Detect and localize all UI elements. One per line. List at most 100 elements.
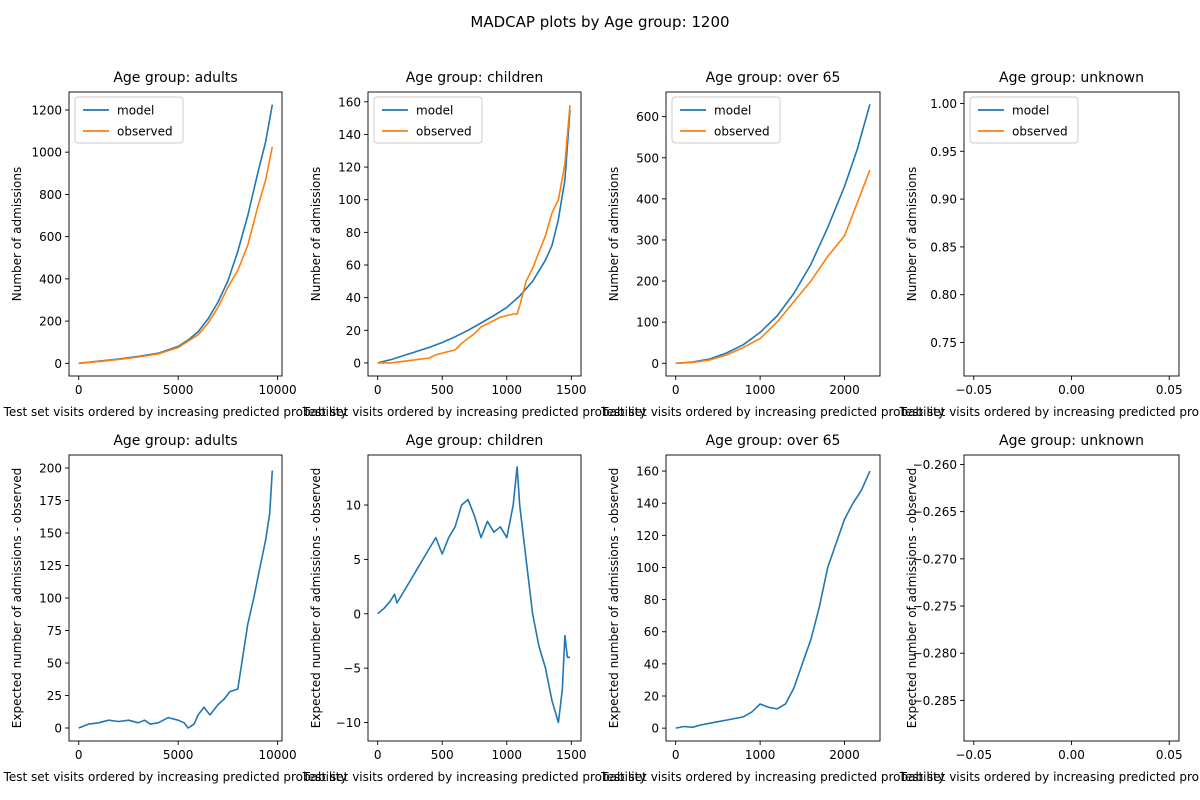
legend-label-observed: observed xyxy=(714,125,770,139)
y-tick-label: 60 xyxy=(346,259,361,273)
axes-frame xyxy=(367,91,582,377)
x-tick-label: 0 xyxy=(75,748,83,762)
x-tick-label: 1500 xyxy=(556,748,587,762)
x-axis-label: Test set visits ordered by increasing pr… xyxy=(3,405,348,419)
x-tick-label: 0.00 xyxy=(1058,748,1085,762)
y-tick-label: 0.75 xyxy=(930,336,957,350)
subplot-title: Age group: adults xyxy=(113,433,237,449)
series-line-observed xyxy=(78,146,274,365)
y-tick-label: 25 xyxy=(47,689,62,703)
y-tick-label: 0 xyxy=(54,357,62,371)
y-tick-label: 80 xyxy=(644,593,659,607)
y-tick-label: 100 xyxy=(39,592,62,606)
y-tick-label: 0.85 xyxy=(930,240,957,254)
x-tick-label: 0 xyxy=(672,748,680,762)
y-tick-label: 175 xyxy=(39,494,62,508)
y-tick-label: 100 xyxy=(338,193,361,207)
axes-frame xyxy=(665,454,881,742)
y-tick-label: 120 xyxy=(338,161,361,175)
subplot-title: Age group: over 65 xyxy=(706,70,841,86)
y-tick-label: −0.265 xyxy=(913,505,957,519)
x-tick-label: 1000 xyxy=(491,748,522,762)
y-tick-label: 40 xyxy=(346,291,361,305)
x-axis-label: Test set visits ordered by increasing pr… xyxy=(302,770,647,784)
y-tick-label: −0.285 xyxy=(913,694,957,708)
y-tick-label: 0 xyxy=(54,722,62,736)
axes-frame xyxy=(68,91,283,377)
y-tick-label: 800 xyxy=(39,188,62,202)
y-tick-label: 600 xyxy=(636,110,659,124)
series-lines xyxy=(675,470,871,729)
y-tick-label: 0 xyxy=(353,607,361,621)
y-tick-label: 400 xyxy=(636,192,659,206)
x-tick-label: 1000 xyxy=(745,383,776,397)
y-tick-label: 125 xyxy=(39,559,62,573)
subplot-title: Age group: adults xyxy=(113,70,237,86)
y-tick-label: 0.95 xyxy=(930,145,957,159)
y-axis-label: Expected number of admissions - observed xyxy=(607,468,621,728)
x-tick-label: 500 xyxy=(431,748,454,762)
x-tick-label: 1500 xyxy=(556,383,587,397)
x-tick-label: 0 xyxy=(374,748,382,762)
y-axis-label: Number of admissions xyxy=(607,167,621,301)
legend-label-observed: observed xyxy=(1012,125,1068,139)
y-tick-label: 160 xyxy=(338,95,361,109)
y-tick-label: 75 xyxy=(47,624,62,638)
legend-label-model: model xyxy=(416,104,453,118)
y-tick-label: 60 xyxy=(644,625,659,639)
series-lines xyxy=(78,470,274,729)
y-tick-label: 500 xyxy=(636,151,659,165)
subplot-3: 0 1000 2000 0 100 200 300 400 500 600 Age group: o… xyxy=(600,70,945,419)
series-line-model xyxy=(377,109,571,364)
legend-label-observed: observed xyxy=(416,125,472,139)
x-axis-label: Test set visits ordered by increasing pr… xyxy=(899,405,1200,419)
y-tick-label: 40 xyxy=(644,657,659,671)
series-line-observed xyxy=(675,169,871,365)
x-tick-label: 10000 xyxy=(259,383,297,397)
y-tick-label: 50 xyxy=(47,657,62,671)
series-lines xyxy=(377,105,571,364)
y-tick-label: 0.90 xyxy=(930,193,957,207)
legend-label-model: model xyxy=(117,104,154,118)
legend-label-model: model xyxy=(1012,104,1049,118)
series-lines xyxy=(675,104,871,365)
y-tick-label: 300 xyxy=(636,233,659,247)
legend: model observed xyxy=(74,96,184,144)
y-tick-label: 140 xyxy=(338,128,361,142)
series-line-observed xyxy=(377,105,571,364)
y-tick-label: 0 xyxy=(651,357,659,371)
y-tick-label: 100 xyxy=(636,561,659,575)
x-tick-label: 0 xyxy=(75,383,83,397)
y-tick-label: 200 xyxy=(39,315,62,329)
x-tick-label: −0.05 xyxy=(955,748,992,762)
subplot-8: −0.05 0.00 0.05 −0.285 −0.280 −0.275 −0.270 −0.… xyxy=(899,433,1200,784)
y-tick-label: 10 xyxy=(346,499,361,513)
y-tick-label: 150 xyxy=(39,527,62,541)
series-line-difference xyxy=(78,470,274,729)
y-tick-label: −10 xyxy=(336,716,361,730)
x-tick-label: 500 xyxy=(431,383,454,397)
subplot-5: 0 5000 10000 0 25 50 75 100 125 150 175 200 Age grou… xyxy=(3,433,348,784)
subplot-4: −0.05 0.00 0.05 0.75 0.80 0.85 0.90 0.95 1.00 Age… xyxy=(899,70,1200,419)
x-axis-label: Test set visits ordered by increasing pr… xyxy=(600,405,945,419)
series-line-model xyxy=(675,104,871,365)
series-line-difference xyxy=(675,470,871,729)
y-axis-label: Number of admissions xyxy=(905,167,919,301)
legend-label-model: model xyxy=(714,104,751,118)
x-tick-label: 0.05 xyxy=(1156,748,1183,762)
x-tick-label: 0 xyxy=(672,383,680,397)
x-axis-label: Test set visits ordered by increasing pr… xyxy=(3,770,348,784)
x-tick-label: 2000 xyxy=(829,383,860,397)
x-tick-label: 0.00 xyxy=(1058,383,1085,397)
y-tick-label: 20 xyxy=(346,324,361,338)
y-tick-label: 1200 xyxy=(31,103,62,117)
y-tick-label: 1.00 xyxy=(930,97,957,111)
y-axis-label: Expected number of admissions - observed xyxy=(309,468,323,728)
figure-suptitle: MADCAP plots by Age group: 1200 xyxy=(470,13,729,31)
axes-frame xyxy=(367,454,582,742)
x-tick-label: 2000 xyxy=(829,748,860,762)
legend: model observed xyxy=(373,96,483,144)
x-tick-label: 5000 xyxy=(163,383,194,397)
x-tick-label: −0.05 xyxy=(955,383,992,397)
